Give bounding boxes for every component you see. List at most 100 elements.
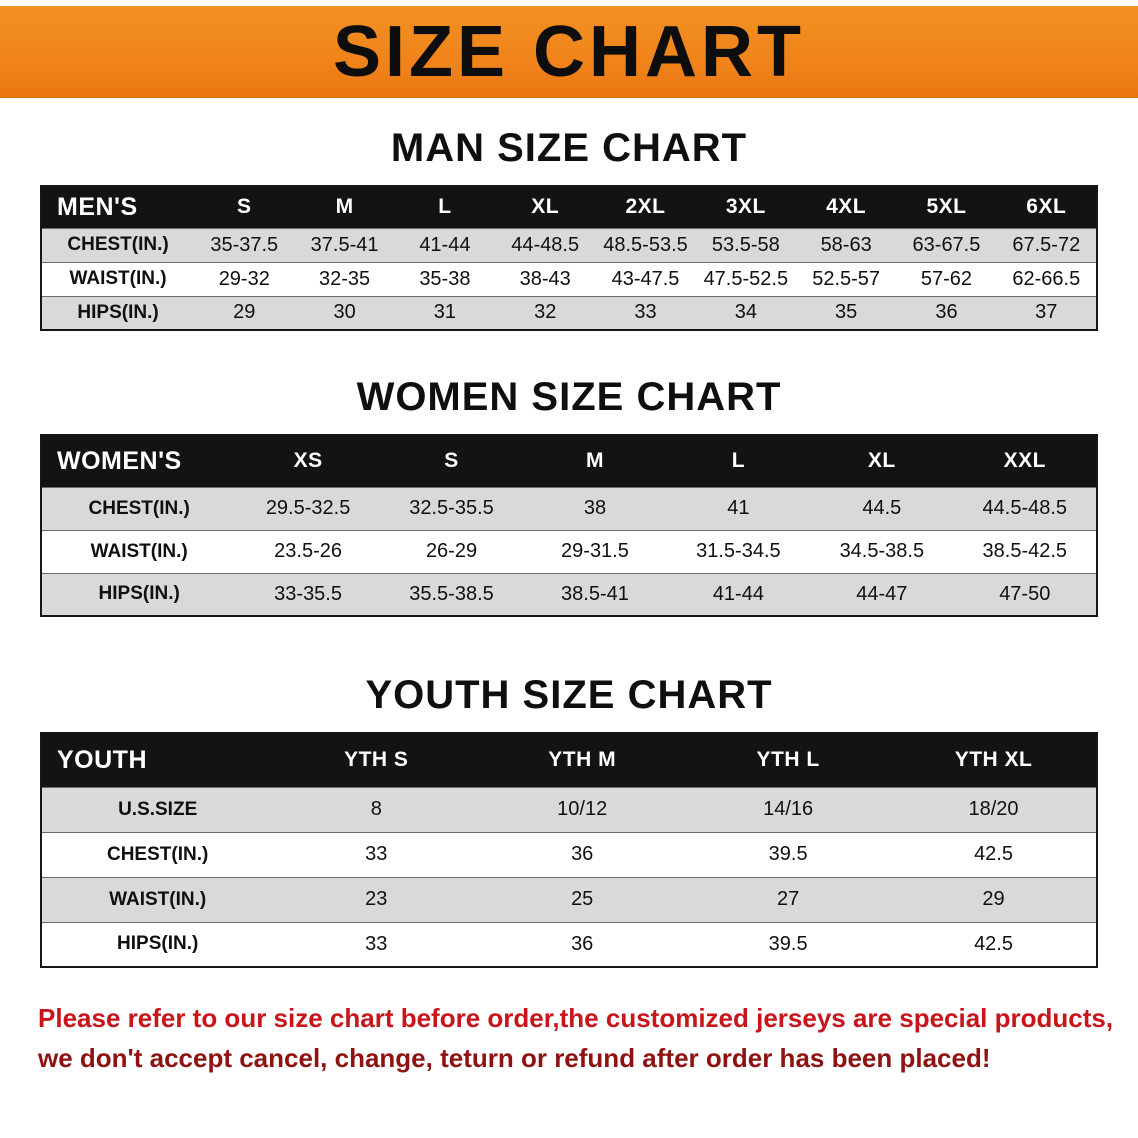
- measurement-value-cell: 33: [273, 831, 480, 877]
- measurement-value-cell: 39.5: [685, 921, 892, 967]
- table-row: CHEST(IN.) 29.5-32.5 32.5-35.5 38 41 44.5 44.5…: [41, 486, 1097, 530]
- measurement-value-cell: 35-37.5: [194, 227, 295, 262]
- size-column-header: 5XL: [896, 186, 997, 228]
- size-column-header: XL: [810, 435, 954, 487]
- measurement-value-cell: 29.5-32.5: [236, 486, 380, 530]
- measurement-value-cell: 58-63: [795, 227, 897, 262]
- measurement-value-cell: 26-29: [379, 529, 524, 573]
- banner: SIZE CHART: [0, 6, 1138, 98]
- measurement-value-cell: 29: [891, 876, 1097, 922]
- measurement-value-cell: 41: [666, 486, 811, 530]
- table-title-cell: WOMEN'S: [41, 435, 237, 487]
- measurement-value-cell: 37.5-41: [294, 227, 395, 262]
- size-column-header: YTH S: [273, 733, 480, 787]
- youth-size-table: YOUTH YTH S YTH M YTH L YTH XL U.S.SIZE 8 10/12…: [40, 732, 1098, 968]
- measurement-value-cell: 29-32: [194, 261, 295, 296]
- measurement-value-cell: 33: [595, 295, 696, 330]
- measurement-value-cell: 53.5-58: [695, 227, 796, 262]
- table-row: CHEST(IN.) 33 36 39.5 42.5: [41, 831, 1097, 877]
- measurement-row-label: WAIST(IN.): [41, 876, 274, 922]
- table-row: CHEST(IN.) 35-37.5 37.5-41 41-44 44-48.5 48.5…: [41, 227, 1097, 262]
- disclaimer-line-1: Please refer to our size chart before or…: [38, 1003, 1114, 1033]
- measurement-value-cell: 44-48.5: [495, 227, 596, 262]
- measurement-value-cell: 41-44: [666, 572, 811, 616]
- measurement-value-cell: 33: [273, 921, 480, 967]
- measurement-row-label: U.S.SIZE: [41, 786, 274, 832]
- measurement-value-cell: 35.5-38.5: [379, 572, 524, 616]
- measurement-row-label: WAIST(IN.): [41, 529, 237, 573]
- table-header-row: WOMEN'S XS S M L XL XXL: [41, 435, 1097, 487]
- measurement-value-cell: 10/12: [479, 786, 686, 832]
- measurement-value-cell: 38.5-41: [523, 572, 667, 616]
- table-row: WAIST(IN.) 23.5-26 26-29 29-31.5 31.5-34.5 34…: [41, 529, 1097, 573]
- measurement-value-cell: 37: [996, 295, 1097, 330]
- measurement-value-cell: 29-31.5: [523, 529, 667, 573]
- table-row: HIPS(IN.) 33-35.5 35.5-38.5 38.5-41 41-44 44-…: [41, 572, 1097, 616]
- measurement-row-label: HIPS(IN.): [41, 921, 274, 967]
- measurement-value-cell: 31.5-34.5: [666, 529, 811, 573]
- size-column-header: S: [194, 186, 295, 228]
- measurement-value-cell: 14/16: [685, 786, 892, 832]
- measurement-value-cell: 38: [523, 486, 667, 530]
- measurement-value-cell: 47-50: [953, 572, 1097, 616]
- measurement-value-cell: 33-35.5: [236, 572, 380, 616]
- measurement-value-cell: 47.5-52.5: [695, 261, 796, 296]
- size-column-header: XL: [495, 186, 596, 228]
- disclaimer: Please refer to our size chart before or…: [38, 998, 1114, 1079]
- measurement-value-cell: 30: [294, 295, 395, 330]
- measurement-row-label: HIPS(IN.): [41, 295, 195, 330]
- measurement-value-cell: 25: [479, 876, 686, 922]
- section-men: MAN SIZE CHART MEN'S S M L XL 2XL 3XL 4XL 5XL 6XL…: [0, 126, 1138, 331]
- measurement-value-cell: 38-43: [495, 261, 596, 296]
- measurement-value-cell: 36: [896, 295, 997, 330]
- measurement-value-cell: 32-35: [294, 261, 395, 296]
- measurement-value-cell: 62-66.5: [996, 261, 1097, 296]
- table-header-row: MEN'S S M L XL 2XL 3XL 4XL 5XL 6XL: [41, 186, 1097, 228]
- measurement-value-cell: 44.5: [810, 486, 954, 530]
- measurement-row-label: CHEST(IN.): [41, 831, 274, 877]
- measurement-value-cell: 43-47.5: [595, 261, 696, 296]
- measurement-value-cell: 8: [273, 786, 480, 832]
- size-column-header: L: [666, 435, 811, 487]
- measurement-value-cell: 34.5-38.5: [810, 529, 954, 573]
- measurement-row-label: CHEST(IN.): [41, 486, 237, 530]
- measurement-value-cell: 35-38: [394, 261, 496, 296]
- measurement-value-cell: 42.5: [891, 921, 1097, 967]
- measurement-value-cell: 36: [479, 921, 686, 967]
- table-row: HIPS(IN.) 29 30 31 32 33 34 35 36 37: [41, 295, 1097, 330]
- table-row: U.S.SIZE 8 10/12 14/16 18/20: [41, 786, 1097, 832]
- measurement-value-cell: 34: [695, 295, 796, 330]
- measurement-value-cell: 57-62: [896, 261, 997, 296]
- size-column-header: YTH M: [479, 733, 686, 787]
- table-row: WAIST(IN.) 29-32 32-35 35-38 38-43 43-47.5 47.…: [41, 261, 1097, 296]
- measurement-value-cell: 32.5-35.5: [379, 486, 524, 530]
- table-row: WAIST(IN.) 23 25 27 29: [41, 876, 1097, 922]
- size-column-header: XXL: [953, 435, 1097, 487]
- size-column-header: L: [394, 186, 496, 228]
- size-chart-page: SIZE CHART MAN SIZE CHART MEN'S S M L XL 2XL 3…: [0, 6, 1138, 1079]
- measurement-value-cell: 39.5: [685, 831, 892, 877]
- measurement-row-label: HIPS(IN.): [41, 572, 237, 616]
- measurement-value-cell: 31: [394, 295, 496, 330]
- size-column-header: YTH L: [685, 733, 892, 787]
- measurement-value-cell: 29: [194, 295, 295, 330]
- measurement-value-cell: 27: [685, 876, 892, 922]
- table-row: HIPS(IN.) 33 36 39.5 42.5: [41, 921, 1097, 967]
- section-women: WOMEN SIZE CHART WOMEN'S XS S M L XL XXL CHEST(…: [0, 375, 1138, 617]
- measurement-value-cell: 42.5: [891, 831, 1097, 877]
- women-size-table: WOMEN'S XS S M L XL XXL CHEST(IN.) 29.5-32.5 32.5…: [40, 434, 1098, 617]
- measurement-row-label: CHEST(IN.): [41, 227, 195, 262]
- table-title-cell: MEN'S: [41, 186, 195, 228]
- measurement-value-cell: 23.5-26: [236, 529, 380, 573]
- men-size-table: MEN'S S M L XL 2XL 3XL 4XL 5XL 6XL CHEST(IN.) 35-37…: [40, 185, 1098, 331]
- measurement-value-cell: 18/20: [891, 786, 1097, 832]
- measurement-value-cell: 38.5-42.5: [953, 529, 1097, 573]
- measurement-value-cell: 23: [273, 876, 480, 922]
- size-column-header: 6XL: [996, 186, 1097, 228]
- youth-section-heading: YOUTH SIZE CHART: [365, 673, 773, 717]
- measurement-value-cell: 63-67.5: [896, 227, 997, 262]
- measurement-value-cell: 67.5-72: [996, 227, 1097, 262]
- measurement-value-cell: 48.5-53.5: [595, 227, 696, 262]
- table-header-row: YOUTH YTH S YTH M YTH L YTH XL: [41, 733, 1097, 787]
- measurement-value-cell: 35: [795, 295, 897, 330]
